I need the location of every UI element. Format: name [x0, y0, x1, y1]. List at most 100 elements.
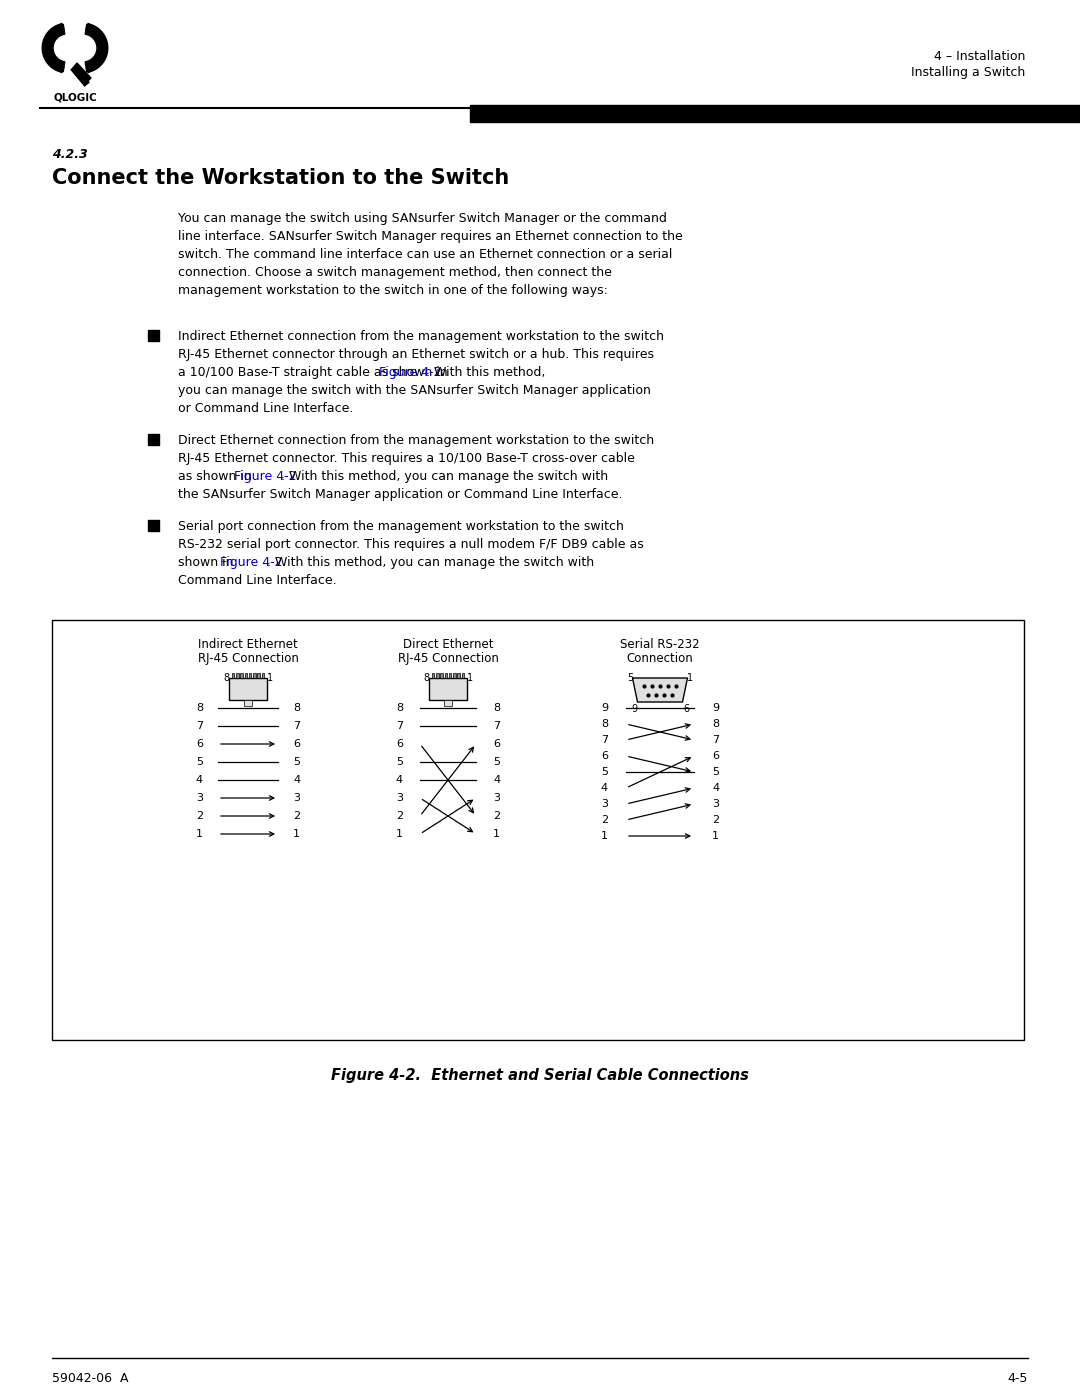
- Text: 6: 6: [195, 739, 203, 749]
- Text: 2: 2: [492, 812, 500, 821]
- Text: Connect the Workstation to the Switch: Connect the Workstation to the Switch: [52, 168, 510, 189]
- Text: 3: 3: [712, 799, 719, 809]
- Bar: [436, 673, 438, 678]
- Text: RJ-45 Connection: RJ-45 Connection: [397, 652, 499, 665]
- Text: 5: 5: [626, 673, 633, 683]
- Text: a 10/100 Base-T straight cable as shown in: a 10/100 Base-T straight cable as shown …: [178, 366, 451, 379]
- Bar: [454, 673, 456, 678]
- Text: switch. The command line interface can use an Ethernet connection or a serial: switch. The command line interface can u…: [178, 249, 673, 261]
- Text: 7: 7: [195, 721, 203, 731]
- Bar: [470, 105, 1080, 122]
- Text: Direct Ethernet: Direct Ethernet: [403, 638, 494, 651]
- Text: 5: 5: [396, 757, 403, 767]
- Text: 4: 4: [195, 775, 203, 785]
- Text: 2: 2: [600, 814, 608, 826]
- Bar: [244, 673, 247, 678]
- Bar: [461, 673, 464, 678]
- Text: 8: 8: [222, 673, 229, 683]
- Text: 4: 4: [600, 782, 608, 793]
- Text: 4: 4: [396, 775, 403, 785]
- Text: 6: 6: [712, 752, 719, 761]
- Bar: [229, 678, 267, 700]
- Text: 6: 6: [683, 704, 689, 714]
- Text: 4: 4: [492, 775, 500, 785]
- Text: 5: 5: [600, 767, 608, 777]
- Text: 2: 2: [396, 812, 403, 821]
- Text: Indirect Ethernet connection from the management workstation to the switch: Indirect Ethernet connection from the ma…: [178, 330, 664, 344]
- Bar: [241, 673, 243, 678]
- Text: 1: 1: [467, 673, 473, 683]
- Text: shown in: shown in: [178, 556, 238, 569]
- Bar: [148, 434, 159, 446]
- Bar: [445, 673, 447, 678]
- Bar: [261, 673, 265, 678]
- Text: 7: 7: [712, 735, 719, 745]
- Text: Figure 4-2: Figure 4-2: [379, 366, 442, 379]
- Polygon shape: [73, 63, 91, 82]
- Text: 7: 7: [492, 721, 500, 731]
- Text: 6: 6: [600, 752, 608, 761]
- Text: 5: 5: [195, 757, 203, 767]
- Text: 59042-06  A: 59042-06 A: [52, 1372, 129, 1384]
- Bar: [248, 673, 252, 678]
- Text: . With this method, you can manage the switch with: . With this method, you can manage the s…: [267, 556, 594, 569]
- Text: 1: 1: [293, 828, 300, 840]
- Bar: [148, 330, 159, 341]
- Bar: [244, 700, 252, 705]
- Text: 8: 8: [492, 703, 500, 712]
- Text: 4-5: 4-5: [1008, 1372, 1028, 1384]
- Text: the SANsurfer Switch Manager application or Command Line Interface.: the SANsurfer Switch Manager application…: [178, 488, 622, 502]
- Text: 6: 6: [492, 739, 500, 749]
- Text: 1: 1: [712, 831, 719, 841]
- Polygon shape: [85, 24, 107, 71]
- Text: 7: 7: [396, 721, 403, 731]
- Text: you can manage the switch with the SANsurfer Switch Manager application: you can manage the switch with the SANsu…: [178, 384, 651, 397]
- Text: 8: 8: [712, 719, 719, 729]
- Text: 2: 2: [293, 812, 300, 821]
- Text: 2: 2: [195, 812, 203, 821]
- Text: as shown in: as shown in: [178, 469, 256, 483]
- Text: 6: 6: [396, 739, 403, 749]
- Bar: [449, 673, 451, 678]
- Text: RS-232 serial port connector. This requires a null modem F/F DB9 cable as: RS-232 serial port connector. This requi…: [178, 538, 644, 550]
- Text: 1: 1: [396, 828, 403, 840]
- Text: RJ-45 Connection: RJ-45 Connection: [198, 652, 298, 665]
- Text: Figure 4-2.  Ethernet and Serial Cable Connections: Figure 4-2. Ethernet and Serial Cable Co…: [332, 1067, 748, 1083]
- Text: Serial port connection from the management workstation to the switch: Serial port connection from the manageme…: [178, 520, 624, 534]
- Text: 3: 3: [600, 799, 608, 809]
- Text: 9: 9: [600, 703, 608, 712]
- Text: 6: 6: [293, 739, 300, 749]
- Text: 4.2.3: 4.2.3: [52, 148, 87, 161]
- Bar: [52, 620, 1024, 1039]
- Text: You can manage the switch using SANsurfer Switch Manager or the command: You can manage the switch using SANsurfe…: [178, 212, 666, 225]
- Text: Serial RS-232: Serial RS-232: [620, 638, 700, 651]
- Text: Figure 4-2: Figure 4-2: [220, 556, 283, 569]
- Text: Command Line Interface.: Command Line Interface.: [178, 574, 337, 587]
- Text: Figure 4-2: Figure 4-2: [234, 469, 297, 483]
- Bar: [457, 673, 460, 678]
- Text: 3: 3: [492, 793, 500, 803]
- Text: . With this method, you can manage the switch with: . With this method, you can manage the s…: [281, 469, 608, 483]
- Text: 1: 1: [492, 828, 500, 840]
- Text: Direct Ethernet connection from the management workstation to the switch: Direct Ethernet connection from the mana…: [178, 434, 654, 447]
- Text: 1: 1: [600, 831, 608, 841]
- Bar: [253, 673, 256, 678]
- Bar: [444, 700, 453, 705]
- Text: 3: 3: [396, 793, 403, 803]
- Text: 8: 8: [195, 703, 203, 712]
- Text: 1: 1: [195, 828, 203, 840]
- Text: connection. Choose a switch management method, then connect the: connection. Choose a switch management m…: [178, 265, 612, 279]
- Text: 3: 3: [195, 793, 203, 803]
- Text: RJ-45 Ethernet connector through an Ethernet switch or a hub. This requires: RJ-45 Ethernet connector through an Ethe…: [178, 348, 654, 360]
- Text: or Command Line Interface.: or Command Line Interface.: [178, 402, 353, 415]
- Text: 7: 7: [293, 721, 300, 731]
- Text: 8: 8: [293, 703, 300, 712]
- Text: 4 – Installation: 4 – Installation: [933, 50, 1025, 63]
- Text: 1: 1: [267, 673, 273, 683]
- Bar: [148, 520, 159, 531]
- Text: 8: 8: [396, 703, 403, 712]
- Text: 1: 1: [687, 673, 693, 683]
- Bar: [257, 673, 260, 678]
- Text: 2: 2: [712, 814, 719, 826]
- Text: 5: 5: [293, 757, 300, 767]
